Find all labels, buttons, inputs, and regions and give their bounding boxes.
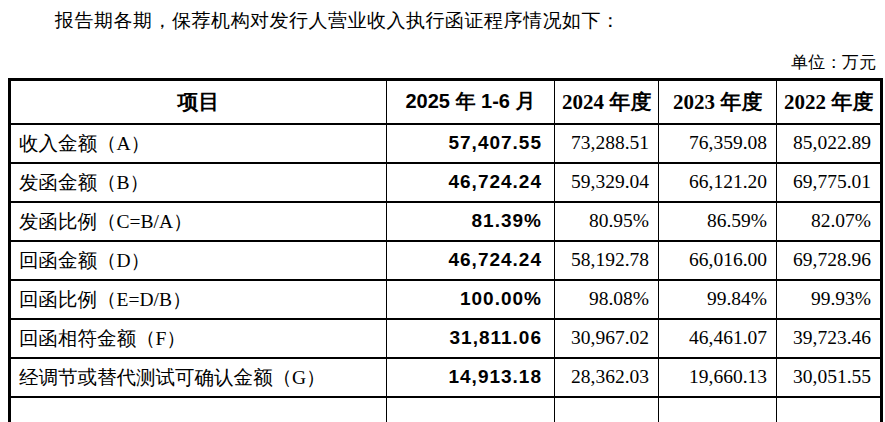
table-header-row: 项目 2025 年 1-6 月 2024 年度 2023 年度 2022 年度 <box>10 80 882 124</box>
empty-clipped-cell <box>387 397 555 422</box>
value-cell-2024: 98.08% <box>555 280 659 319</box>
table-row: 回函金额（D）46,724.2458,192.7866,016.0069,728… <box>10 241 882 280</box>
empty-clipped-cell <box>659 397 777 422</box>
value-cell-2022: 30,051.55 <box>777 358 882 397</box>
table-row: 发函金额（B）46,724.2459,329.0466,121.2069,775… <box>10 163 882 202</box>
value-cell-2023: 66,016.00 <box>659 241 777 280</box>
value-cell-2023: 46,461.07 <box>659 319 777 358</box>
value-cell-2025-h1: 14,913.18 <box>387 358 555 397</box>
intro-text: 报告期各期，保荐机构对发行人营业收入执行函证程序情况如下： <box>0 0 885 34</box>
column-header-2024: 2024 年度 <box>555 80 659 124</box>
row-label: 经调节或替代测试可确认金额（G） <box>10 358 387 397</box>
row-label: 回函金额（D） <box>10 241 387 280</box>
unit-label: 单位：万元 <box>0 51 885 75</box>
column-header-2023: 2023 年度 <box>659 80 777 124</box>
value-cell-2022: 39,723.46 <box>777 319 882 358</box>
table-row: 回函比例（E=D/B）100.00%98.08%99.84%99.93% <box>10 280 882 319</box>
confirmation-procedure-table: 项目 2025 年 1-6 月 2024 年度 2023 年度 2022 年度 … <box>8 78 883 422</box>
table-row: 经调节或替代测试可确认金额（G）14,913.1828,362.0319,660… <box>10 358 882 397</box>
value-cell-2024: 58,192.78 <box>555 241 659 280</box>
value-cell-2024: 59,329.04 <box>555 163 659 202</box>
value-cell-2022: 69,728.96 <box>777 241 882 280</box>
table-row: 发函比例（C=B/A）81.39%80.95%86.59%82.07% <box>10 202 882 241</box>
value-cell-2022: 99.93% <box>777 280 882 319</box>
row-label: 发函金额（B） <box>10 163 387 202</box>
value-cell-2024: 30,967.02 <box>555 319 659 358</box>
empty-clipped-cell <box>555 397 659 422</box>
column-header-2022: 2022 年度 <box>777 80 882 124</box>
value-cell-2025-h1: 31,811.06 <box>387 319 555 358</box>
row-label: 回函相符金额（F） <box>10 319 387 358</box>
empty-clipped-cell <box>10 397 387 422</box>
value-cell-2023: 76,359.08 <box>659 124 777 163</box>
value-cell-2024: 80.95% <box>555 202 659 241</box>
value-cell-2022: 85,022.89 <box>777 124 882 163</box>
value-cell-2022: 82.07% <box>777 202 882 241</box>
value-cell-2022: 69,775.01 <box>777 163 882 202</box>
value-cell-2024: 28,362.03 <box>555 358 659 397</box>
table-row: 收入金额（A）57,407.5573,288.5176,359.0885,022… <box>10 124 882 163</box>
value-cell-2025-h1: 57,407.55 <box>387 124 555 163</box>
value-cell-2023: 99.84% <box>659 280 777 319</box>
column-header-item: 项目 <box>10 80 387 124</box>
column-header-2025-h1: 2025 年 1-6 月 <box>387 80 555 124</box>
value-cell-2025-h1: 46,724.24 <box>387 241 555 280</box>
table-row-clipped <box>10 397 882 422</box>
value-cell-2023: 19,660.13 <box>659 358 777 397</box>
empty-clipped-cell <box>777 397 882 422</box>
value-cell-2025-h1: 100.00% <box>387 280 555 319</box>
value-cell-2023: 66,121.20 <box>659 163 777 202</box>
value-cell-2025-h1: 81.39% <box>387 202 555 241</box>
value-cell-2024: 73,288.51 <box>555 124 659 163</box>
value-cell-2025-h1: 46,724.24 <box>387 163 555 202</box>
table-row: 回函相符金额（F）31,811.0630,967.0246,461.0739,7… <box>10 319 882 358</box>
value-cell-2023: 86.59% <box>659 202 777 241</box>
document-page: 报告期各期，保荐机构对发行人营业收入执行函证程序情况如下： 单位：万元 项目 2… <box>0 0 885 422</box>
row-label: 回函比例（E=D/B） <box>10 280 387 319</box>
row-label: 收入金额（A） <box>10 124 387 163</box>
row-label: 发函比例（C=B/A） <box>10 202 387 241</box>
